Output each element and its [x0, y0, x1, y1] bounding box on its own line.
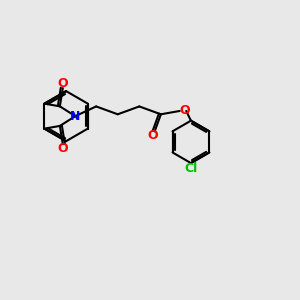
Text: O: O — [147, 129, 158, 142]
Text: Cl: Cl — [184, 163, 197, 176]
Text: O: O — [180, 104, 190, 117]
Text: O: O — [58, 77, 68, 90]
Text: N: N — [70, 110, 80, 123]
Text: O: O — [58, 142, 68, 155]
